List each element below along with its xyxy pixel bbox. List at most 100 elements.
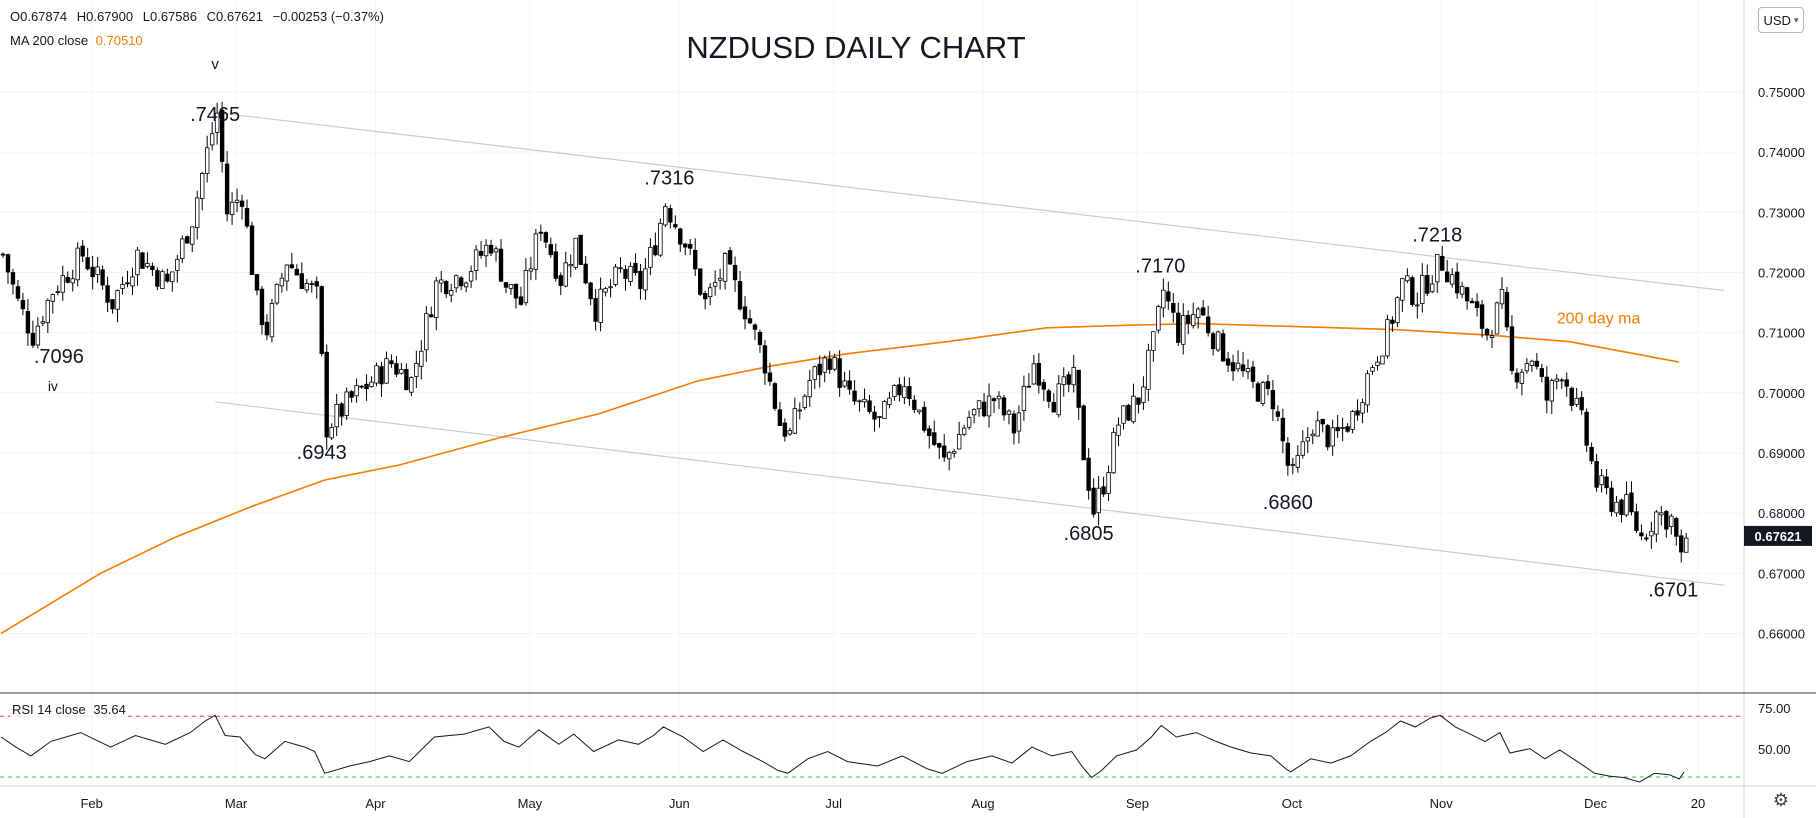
- swing-label: 200 day ma: [1557, 311, 1641, 328]
- rsi-pane: 75.00 50.00: [0, 701, 1791, 783]
- candle-body: [772, 383, 778, 409]
- candle-body: [1564, 379, 1569, 387]
- candle-body: [145, 263, 150, 267]
- ma-value: 0.70510: [95, 33, 143, 48]
- candle-body: [1001, 397, 1007, 416]
- candle-body: [1405, 275, 1410, 282]
- candle-body: [1509, 326, 1515, 371]
- candle-body: [1454, 271, 1460, 294]
- candle-body: [1300, 441, 1305, 456]
- swing-label: v: [211, 56, 219, 73]
- swing-label: .6943: [297, 442, 347, 464]
- candle-body: [1340, 427, 1345, 429]
- candle-body: [653, 245, 658, 256]
- last-price-label: 0.67621: [1755, 529, 1802, 544]
- ma-legend[interactable]: MA 200 close 0.70510: [10, 33, 143, 48]
- candle-body: [1161, 289, 1166, 309]
- rsi-value: 35.64: [93, 702, 126, 717]
- candle-body: [1494, 302, 1500, 335]
- candle-body: [1036, 362, 1042, 386]
- candle-body: [130, 276, 135, 287]
- candle-body: [264, 321, 270, 336]
- candle-body: [737, 281, 743, 310]
- currency-selector[interactable]: USD ▾: [1758, 7, 1804, 33]
- swing-label: .7096: [34, 346, 84, 368]
- ma200-layer: [0, 322, 1680, 635]
- candle-body: [1395, 297, 1400, 323]
- candle-body: [947, 451, 952, 460]
- candle-body: [1245, 368, 1251, 373]
- candle-body: [314, 281, 319, 287]
- candle-body: [707, 287, 713, 298]
- candle-body: [439, 279, 444, 284]
- swing-label: .7218: [1412, 225, 1462, 247]
- candle-body: [473, 249, 479, 271]
- candle-body: [1081, 405, 1086, 461]
- candle-body: [1166, 291, 1171, 302]
- candle-body: [229, 201, 235, 215]
- candle-body: [1569, 387, 1574, 406]
- candle-body: [369, 381, 374, 387]
- candle-body: [1131, 395, 1136, 423]
- candle-body: [1619, 499, 1624, 516]
- candle-body: [917, 409, 922, 413]
- candle-body: [100, 269, 105, 286]
- candle-body: [165, 273, 170, 282]
- candle-body: [120, 284, 125, 289]
- candle-body: [1435, 253, 1440, 283]
- candle-body: [722, 253, 728, 282]
- candle-body: [1579, 397, 1584, 411]
- candle-body: [349, 391, 354, 398]
- candle-body: [1549, 380, 1554, 402]
- candle-body: [1519, 371, 1525, 384]
- candle-body: [1380, 355, 1385, 365]
- candle-body: [573, 237, 578, 268]
- candle-body: [1669, 515, 1674, 527]
- time-tick-label: Apr: [365, 796, 386, 811]
- candle-body: [862, 398, 867, 403]
- candle-body: [1574, 397, 1579, 405]
- candle-body: [1649, 530, 1654, 537]
- candle-body: [912, 399, 917, 411]
- candle-body: [404, 369, 409, 391]
- candle-body: [1684, 537, 1689, 553]
- candle-body: [971, 408, 977, 416]
- time-tick-label: Sep: [1126, 796, 1149, 811]
- candle-body: [483, 244, 489, 257]
- rsi-legend[interactable]: RSI 14 close 35.64: [10, 702, 128, 717]
- price-tick-label: 0.71000: [1758, 326, 1805, 341]
- candle-body: [110, 299, 115, 310]
- candle-body: [1191, 314, 1196, 326]
- candle-body: [463, 282, 469, 288]
- candle-body: [1071, 367, 1076, 386]
- candle-body: [817, 363, 822, 376]
- swing-label: .6860: [1263, 492, 1313, 514]
- candle-body: [832, 357, 837, 370]
- candle-body: [199, 173, 205, 199]
- candle-body: [578, 234, 583, 265]
- settings-gear-icon[interactable]: ⚙: [1772, 790, 1790, 810]
- candle-body: [568, 263, 573, 267]
- candle-body: [902, 386, 907, 399]
- price-tick-label: 0.66000: [1758, 626, 1805, 641]
- candle-body: [85, 257, 90, 270]
- candle-body: [309, 283, 314, 285]
- swing-label: .6701: [1648, 580, 1698, 602]
- rsi-tick-label: 75.00: [1758, 701, 1791, 716]
- candle-body: [1290, 463, 1296, 466]
- candle-body: [160, 271, 165, 289]
- price-tick-label: 0.73000: [1758, 205, 1805, 220]
- candle-body: [1539, 368, 1545, 377]
- candle-body: [1489, 335, 1495, 338]
- candle-body: [757, 331, 763, 346]
- candle-body: [872, 411, 877, 420]
- candle-body: [588, 282, 593, 300]
- candle-body: [25, 311, 31, 334]
- candle-body: [304, 283, 309, 291]
- candle-body: [185, 236, 190, 244]
- candle-body: [1365, 373, 1370, 406]
- candle-body: [797, 409, 802, 412]
- candle-body: [857, 400, 862, 403]
- candle-body: [478, 250, 484, 256]
